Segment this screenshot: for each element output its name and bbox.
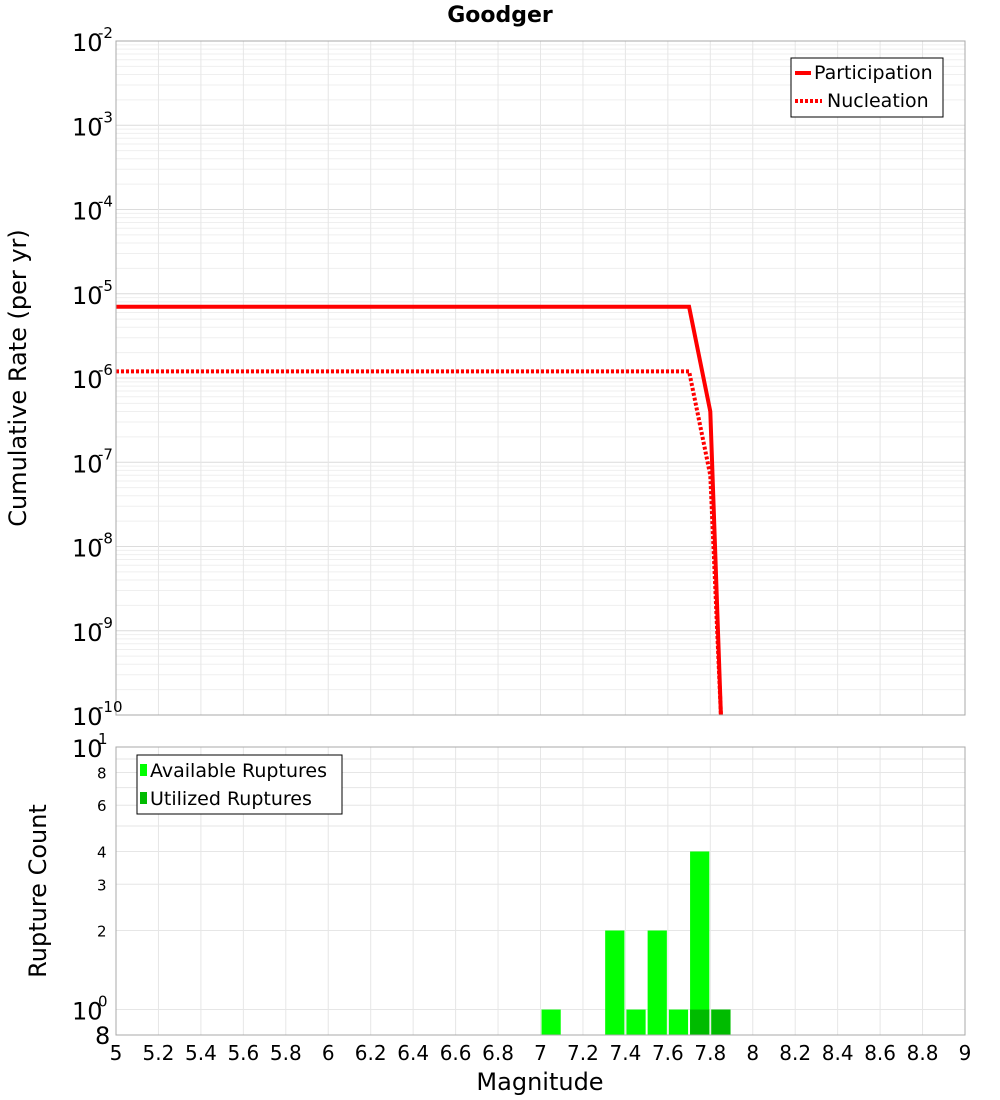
x-ticks: 5 5.2 5.4 5.6 5.8 6 6.2 6.4 6.6 6.8 7 7.2 7.4 7.6 7.8 8… xyxy=(110,1041,972,1065)
x-tick-label: 7.8 xyxy=(694,1041,726,1065)
y-tick-base: 10 xyxy=(72,113,103,141)
y-tick-base: 10 xyxy=(72,735,103,763)
x-tick-label: 8.6 xyxy=(864,1041,896,1065)
y-tick-label: 10-3 xyxy=(72,108,113,141)
x-tick-label: 8 xyxy=(746,1041,759,1065)
bar-available-ruptures xyxy=(626,1009,646,1035)
bottom-y-minor-tick-label: 3 xyxy=(97,876,107,894)
bottom-legend: Available Ruptures Utilized Ruptures xyxy=(136,754,343,815)
x-tick-label: 5 xyxy=(110,1041,123,1065)
legend-label-available: Available Ruptures xyxy=(150,760,327,782)
y-tick-base: 10 xyxy=(72,998,103,1026)
x-tick-label: 7 xyxy=(534,1041,547,1065)
legend-label-nucleation: Nucleation xyxy=(827,90,929,112)
x-tick-label: 7.4 xyxy=(609,1041,641,1065)
x-tick-label: 6.8 xyxy=(482,1041,514,1065)
legend-label-participation: Participation xyxy=(814,62,933,84)
y-tick-label: 10-10 xyxy=(72,698,123,731)
series-line-nucleation xyxy=(116,369,723,715)
legend-label-utilized: Utilized Ruptures xyxy=(150,788,312,810)
y-tick-base: 10 xyxy=(72,450,103,478)
x-tick-label: 5.2 xyxy=(143,1041,175,1065)
x-tick-label: 6.2 xyxy=(355,1041,387,1065)
x-tick-label: 6.4 xyxy=(397,1041,429,1065)
y-tick-base: 8 xyxy=(95,1022,110,1050)
y-tick-exponent: -10 xyxy=(98,698,123,716)
bar-available-ruptures xyxy=(668,1009,689,1035)
bar-utilized-ruptures xyxy=(690,1009,710,1035)
x-tick-label: 6 xyxy=(322,1041,335,1065)
y-tick-label: 10-9 xyxy=(72,614,113,647)
top-y-ticks: 10-210-310-410-510-610-710-810-910-10 xyxy=(72,24,123,731)
top-y-axis-label: Cumulative Rate (per yr) xyxy=(4,229,32,527)
bottom-legend-box xyxy=(136,754,343,815)
x-tick-label: 8.4 xyxy=(822,1041,854,1065)
x-tick-label: 9 xyxy=(959,1041,972,1065)
chart-title: Goodger xyxy=(447,3,553,28)
y-tick-base: 10 xyxy=(72,198,103,226)
bottom-y-axis-label: Rupture Count xyxy=(24,804,52,978)
bottom-y-tick-label: 8 xyxy=(95,1022,110,1050)
y-tick-exponent: -7 xyxy=(98,445,113,463)
bar-available-ruptures xyxy=(541,1009,561,1035)
bottom-plot-bars xyxy=(541,851,731,1035)
y-tick-exponent: -4 xyxy=(98,193,113,211)
y-tick-label: 10-6 xyxy=(72,361,113,394)
bottom-y-tick-label: 101 xyxy=(72,730,108,763)
bottom-plot-frame xyxy=(115,746,966,1036)
y-tick-exponent: -9 xyxy=(98,614,113,632)
series-line-participation xyxy=(116,304,723,715)
bottom-y-minor-tick-label: 8 xyxy=(97,764,107,782)
bottom-y-minor-tick-label: 4 xyxy=(97,843,107,861)
y-tick-exponent: -2 xyxy=(98,24,113,42)
y-tick-exponent: 1 xyxy=(98,730,108,748)
x-tick-label: 8.8 xyxy=(907,1041,939,1065)
y-tick-exponent: -8 xyxy=(98,530,113,548)
bottom-y-tick-label: 100 xyxy=(72,993,108,1026)
x-tick-label: 8.2 xyxy=(779,1041,811,1065)
bar-available-ruptures xyxy=(647,930,667,1035)
x-tick-label: 6.6 xyxy=(440,1041,472,1065)
y-tick-exponent: -6 xyxy=(98,361,113,379)
y-tick-base: 10 xyxy=(72,29,103,57)
x-tick-label: 5.8 xyxy=(270,1041,302,1065)
y-tick-base: 10 xyxy=(72,703,103,731)
bottom-y-minor-tick-label: 6 xyxy=(97,797,107,815)
y-tick-exponent: -5 xyxy=(98,277,113,295)
y-tick-label: 10-4 xyxy=(72,193,113,226)
y-tick-base: 10 xyxy=(72,282,103,310)
y-tick-label: 10-7 xyxy=(72,445,113,478)
y-tick-label: 10-8 xyxy=(72,530,113,563)
bottom-y-minor-tick-label: 2 xyxy=(97,923,107,941)
legend-swatch-available xyxy=(140,764,147,776)
top-plot-grid xyxy=(115,41,966,716)
x-tick-label: 7.2 xyxy=(567,1041,599,1065)
y-tick-exponent: 0 xyxy=(98,993,108,1011)
bar-available-ruptures xyxy=(690,851,710,1035)
y-tick-base: 10 xyxy=(72,535,103,563)
bar-available-ruptures xyxy=(605,930,625,1035)
y-tick-label: 10-5 xyxy=(72,277,113,310)
x-tick-label: 7.6 xyxy=(652,1041,684,1065)
top-plot-series xyxy=(116,304,723,715)
y-tick-base: 10 xyxy=(72,619,103,647)
x-axis-label: Magnitude xyxy=(476,1068,603,1096)
y-tick-base: 10 xyxy=(72,366,103,394)
bar-utilized-ruptures xyxy=(711,1009,731,1035)
y-tick-exponent: -3 xyxy=(98,108,113,126)
top-legend-box xyxy=(790,57,944,118)
legend-swatch-utilized xyxy=(140,792,147,804)
top-plot-frame xyxy=(115,40,966,716)
y-tick-label: 10-2 xyxy=(72,24,113,57)
x-tick-label: 5.4 xyxy=(185,1041,217,1065)
top-legend: Participation Nucleation xyxy=(790,57,944,118)
x-tick-label: 5.6 xyxy=(227,1041,259,1065)
